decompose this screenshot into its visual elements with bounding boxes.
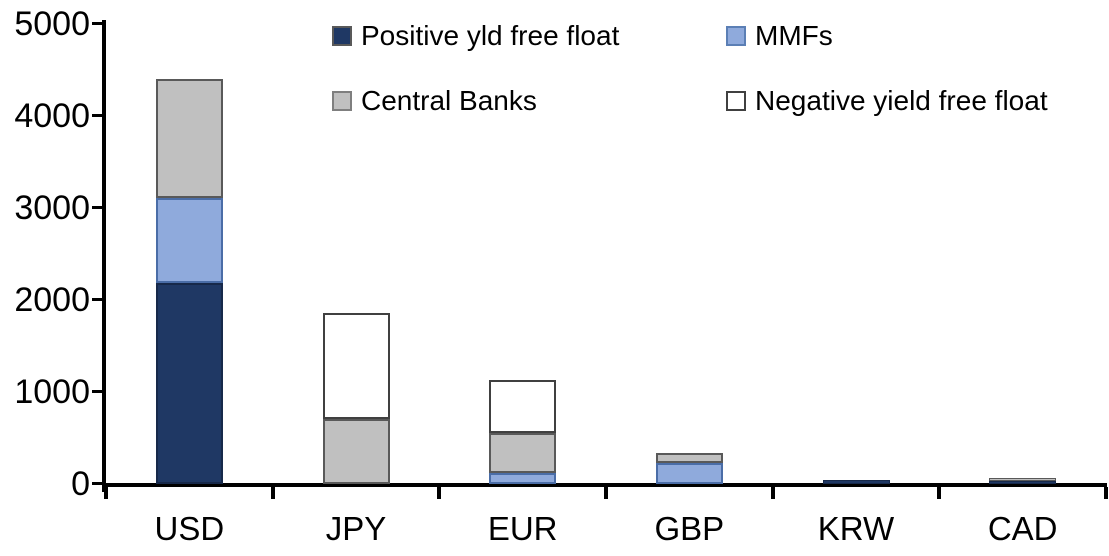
y-axis-tick [92, 113, 102, 117]
legend-swatch-icon [332, 91, 352, 111]
bar-segment-jpy-3 [322, 312, 390, 419]
bar-segment-usd-2 [155, 79, 223, 198]
y-axis-tick [92, 481, 102, 485]
x-axis-category-label: KRW [817, 510, 895, 547]
bar-segment-eur-2 [489, 433, 557, 473]
y-axis-line [102, 20, 106, 492]
legend-swatch-icon [726, 91, 746, 111]
x-axis-tick [437, 487, 442, 499]
x-axis-tick [1104, 487, 1108, 499]
x-axis-tick [770, 487, 775, 499]
y-axis-tick-label: 3000 [14, 189, 90, 227]
legend-item: Positive yld free float [332, 22, 619, 50]
y-axis-tick-label: 2000 [14, 281, 90, 319]
bar-segment-jpy-2 [322, 418, 390, 484]
x-axis-line [102, 483, 1107, 487]
legend-swatch-icon [726, 26, 746, 46]
legend-item: Central Banks [332, 87, 537, 115]
bar-segment-cad-0 [989, 481, 1057, 484]
legend-item: Negative yield free float [726, 87, 1048, 115]
y-axis-tick [92, 297, 102, 301]
bar-segment-eur-3 [489, 380, 557, 434]
legend-label: Central Banks [361, 85, 537, 116]
legend-swatch-icon [332, 26, 352, 46]
legend-label: Negative yield free float [755, 85, 1048, 116]
y-axis-tick [92, 205, 102, 209]
legend-label: Positive yld free float [361, 20, 620, 51]
y-axis-tick-label: 0 [71, 465, 90, 503]
y-axis-tick-label: 5000 [14, 5, 90, 43]
legend-item: MMFs [726, 22, 833, 50]
x-axis-category-label: GBP [654, 510, 725, 547]
bar-segment-gbp-1 [655, 462, 723, 484]
bar-segment-eur-1 [489, 472, 557, 484]
bar-segment-krw-0 [822, 479, 890, 484]
bar-segment-usd-1 [155, 197, 223, 284]
bar-segment-gbp-2 [655, 452, 723, 463]
legend-label: MMFs [755, 20, 833, 51]
y-axis-tick-label: 1000 [14, 373, 90, 411]
x-axis-category-label: CAD [987, 510, 1058, 547]
y-axis-tick [92, 21, 102, 25]
bar-segment-cad-2 [989, 478, 1057, 482]
x-axis-category-label: JPY [325, 510, 387, 547]
x-axis-tick [604, 487, 608, 499]
x-axis-tick [937, 487, 942, 499]
x-axis-tick [270, 487, 275, 499]
y-axis-tick-label: 4000 [14, 97, 90, 135]
x-axis-tick [104, 487, 108, 499]
x-axis-category-label: EUR [487, 510, 558, 547]
y-axis-tick [92, 389, 102, 393]
x-axis-category-label: USD [154, 510, 225, 547]
bar-segment-usd-0 [155, 283, 223, 484]
